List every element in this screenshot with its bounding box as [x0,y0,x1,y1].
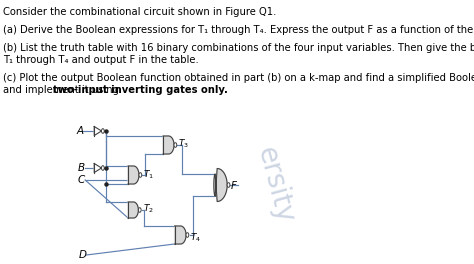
Text: D: D [78,250,86,260]
Text: (a) Derive the Boolean expressions for T₁ through T₄. Express the output F as a : (a) Derive the Boolean expressions for T… [3,25,474,35]
Circle shape [186,233,189,237]
Text: $T_4$: $T_4$ [190,232,201,244]
Circle shape [138,208,141,212]
Polygon shape [128,202,138,218]
Text: (c) Plot the output Boolean function obtained in part (b) on a k-map and find a : (c) Plot the output Boolean function obt… [3,73,474,83]
Polygon shape [174,226,186,244]
Text: Consider the combinational circuit shown in Figure Q1.: Consider the combinational circuit shown… [3,7,276,17]
Text: two-input inverting gates only.: two-input inverting gates only. [53,85,228,95]
Text: and implement it using: and implement it using [3,85,122,95]
Polygon shape [214,168,227,201]
Text: C: C [78,175,85,185]
Text: $T_1$: $T_1$ [143,169,154,181]
Polygon shape [128,166,139,184]
Polygon shape [94,163,101,172]
Circle shape [227,183,230,187]
Text: $T_2$: $T_2$ [143,203,154,215]
Text: $F$: $F$ [230,179,238,191]
Circle shape [174,143,177,147]
Circle shape [101,129,104,133]
Circle shape [139,173,142,177]
Text: T₁ through T₄ and output F in the table.: T₁ through T₄ and output F in the table. [3,55,199,65]
Text: B: B [78,163,85,173]
Text: ersity: ersity [251,144,299,226]
Text: A: A [76,126,83,136]
Text: $T_3$: $T_3$ [178,138,189,150]
Polygon shape [163,136,174,154]
Text: (b) List the truth table with 16 binary combinations of the four input variables: (b) List the truth table with 16 binary … [3,43,474,53]
Circle shape [101,166,104,170]
Polygon shape [94,126,101,135]
